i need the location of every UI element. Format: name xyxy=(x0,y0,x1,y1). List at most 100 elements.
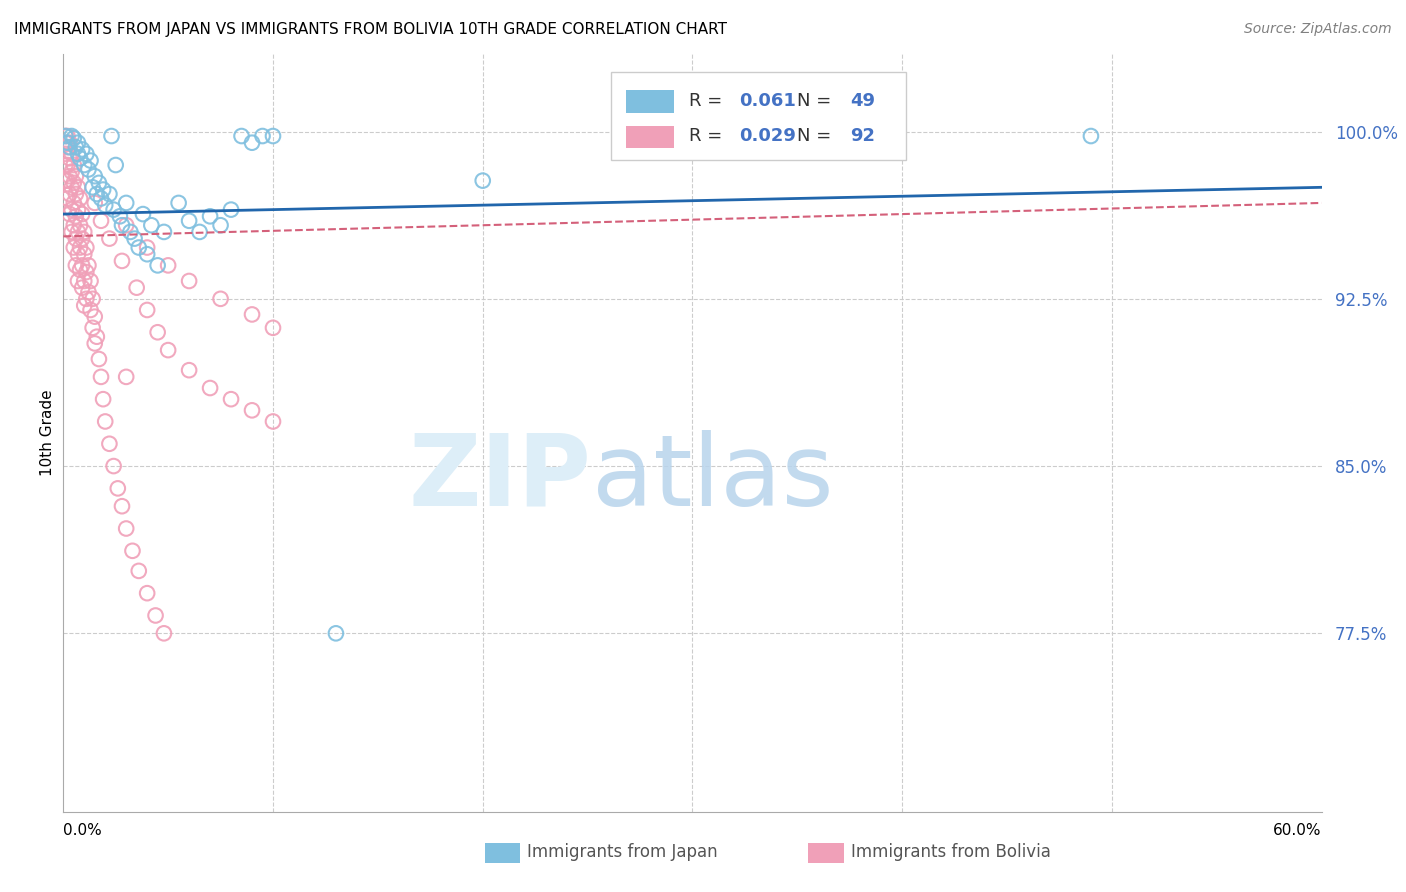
Point xyxy=(219,202,242,217)
Point xyxy=(73,158,96,172)
Point xyxy=(132,207,155,221)
Point xyxy=(209,292,232,306)
Point xyxy=(111,253,134,268)
Point xyxy=(77,258,100,272)
Point xyxy=(60,146,83,161)
Point xyxy=(100,128,122,143)
Point xyxy=(62,240,84,254)
Point xyxy=(58,140,80,154)
Text: Immigrants from Bolivia: Immigrants from Bolivia xyxy=(851,843,1050,861)
Point xyxy=(136,240,159,254)
Text: Immigrants from Japan: Immigrants from Japan xyxy=(527,843,718,861)
FancyBboxPatch shape xyxy=(610,72,907,160)
Point xyxy=(153,225,176,239)
Point xyxy=(98,436,121,450)
Point xyxy=(83,310,105,324)
Point xyxy=(58,136,80,150)
Point xyxy=(90,369,112,384)
Text: IMMIGRANTS FROM JAPAN VS IMMIGRANTS FROM BOLIVIA 10TH GRADE CORRELATION CHART: IMMIGRANTS FROM JAPAN VS IMMIGRANTS FROM… xyxy=(14,22,727,37)
Point xyxy=(86,329,108,343)
Point xyxy=(103,202,125,217)
Point xyxy=(91,392,114,406)
Point xyxy=(103,458,125,473)
Point xyxy=(111,219,134,233)
Point xyxy=(70,280,93,294)
Point xyxy=(75,146,97,161)
Point xyxy=(60,180,83,194)
Point xyxy=(65,258,87,272)
Point xyxy=(56,173,79,187)
Point xyxy=(58,169,80,183)
Text: 92: 92 xyxy=(849,128,875,145)
Text: N =: N = xyxy=(797,128,837,145)
Point xyxy=(94,198,117,212)
Point xyxy=(125,280,148,294)
Point xyxy=(146,325,169,339)
Point xyxy=(62,131,84,145)
Point xyxy=(62,219,84,233)
Point xyxy=(177,213,200,227)
Point xyxy=(1080,128,1102,143)
Point xyxy=(79,274,101,288)
Point xyxy=(66,274,89,288)
Point xyxy=(128,240,150,254)
Point xyxy=(65,140,87,154)
Point xyxy=(65,186,87,201)
Point xyxy=(75,240,97,254)
Point xyxy=(262,414,284,428)
Point xyxy=(87,351,110,366)
Point xyxy=(53,158,76,172)
Point xyxy=(62,158,84,172)
Point xyxy=(167,195,190,210)
Point xyxy=(104,158,127,172)
Point xyxy=(69,151,91,165)
Point xyxy=(94,414,117,428)
Text: R =: R = xyxy=(689,128,728,145)
Point xyxy=(53,128,76,143)
Point xyxy=(60,202,83,217)
Point xyxy=(69,240,91,254)
Text: ZIP: ZIP xyxy=(409,430,592,526)
Point xyxy=(66,202,89,217)
Point xyxy=(60,128,83,143)
Point xyxy=(53,146,76,161)
Point xyxy=(56,140,79,154)
Point xyxy=(58,207,80,221)
Point xyxy=(77,285,100,299)
Point xyxy=(69,262,91,277)
Point xyxy=(209,219,232,233)
Point xyxy=(115,219,138,233)
Text: N =: N = xyxy=(797,92,837,110)
Point xyxy=(98,186,121,201)
Point xyxy=(177,274,200,288)
Text: R =: R = xyxy=(689,92,728,110)
Point xyxy=(136,302,159,317)
Point xyxy=(136,586,159,600)
Bar xyxy=(626,126,673,148)
Point xyxy=(83,195,105,210)
Point xyxy=(56,158,79,172)
Point xyxy=(60,225,83,239)
Point xyxy=(240,403,263,417)
Text: 60.0%: 60.0% xyxy=(1274,822,1322,838)
Point xyxy=(83,169,105,183)
Point xyxy=(69,191,91,205)
Point xyxy=(73,298,96,312)
Point xyxy=(198,381,221,395)
Point xyxy=(107,481,129,495)
Point xyxy=(262,128,284,143)
Point xyxy=(73,247,96,261)
Point xyxy=(53,136,76,150)
Point xyxy=(69,219,91,233)
Point xyxy=(471,173,494,187)
Bar xyxy=(626,90,673,112)
Point xyxy=(157,343,180,357)
Text: atlas: atlas xyxy=(592,430,834,526)
Point xyxy=(70,258,93,272)
Point xyxy=(53,173,76,187)
Point xyxy=(73,274,96,288)
Point xyxy=(65,209,87,223)
Point xyxy=(79,153,101,168)
Point xyxy=(157,258,180,272)
Point xyxy=(111,499,134,513)
